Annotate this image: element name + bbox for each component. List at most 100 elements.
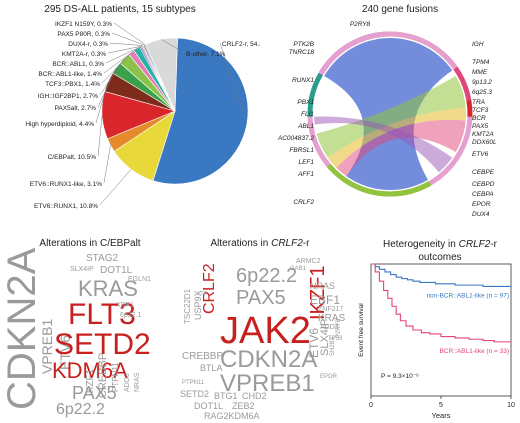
pie-slice-label: TCF3::PBX1, 1.4%	[45, 81, 100, 88]
km-title-line2: outcomes	[418, 252, 462, 263]
word-cloud-word: 6p22.1	[120, 312, 142, 319]
km-title-suffix: -r	[490, 239, 497, 250]
word-cloud-word: 6p22.2	[56, 401, 105, 418]
pie-leader-line	[97, 115, 103, 157]
pie-leader-line	[99, 58, 125, 96]
word-cloud-word: TP53	[328, 336, 343, 342]
km-series-label: non-BCR::ABL1-like (n = 97)	[426, 292, 509, 299]
circos-left-label: PBX1	[297, 99, 314, 106]
word-cloud-word: 6p22.2	[236, 265, 298, 287]
word-cloud-word: SLX4IP	[70, 266, 94, 273]
pie-slice-label: ETV6::RUNX1, 10.8%	[34, 203, 98, 210]
pie-slice-label: IGH::IGF2BP1, 2.7%	[38, 93, 99, 100]
km-x-tick-label: 10	[507, 402, 515, 409]
circos-ribbon	[336, 119, 466, 177]
circos-right-label: TPM4	[472, 59, 490, 66]
pie-slice-label: High hyperdiploid, 4.4%	[25, 121, 94, 128]
circos-right-label: TCF3	[472, 107, 489, 114]
word-cloud-word: BTLA	[200, 363, 223, 373]
word-cloud-word: JAK2	[220, 310, 311, 352]
circos-left-label: CRLF2	[293, 199, 314, 206]
circos-top-label: P2RY8	[350, 21, 371, 28]
word-cloud-word: STAG2	[86, 253, 119, 264]
word-cloud-word: ARMC2	[296, 258, 321, 265]
pie-leader-line	[111, 32, 144, 46]
km-title-line1: Heterogeneity in	[383, 239, 456, 250]
word-cloud-word: EGLN1	[128, 276, 151, 283]
circos-arc	[318, 31, 458, 76]
km-series-line	[371, 263, 512, 344]
pie-slice-label: PAX5alt, 2.7%	[55, 105, 97, 112]
pie-leader-line	[95, 81, 109, 124]
km-x-tick-label: 0	[369, 402, 373, 409]
word-cloud-word: CDKN2A	[0, 247, 44, 410]
pie-slice-label: PAX5 P80R, 0.3%	[57, 31, 110, 38]
pie-leader-line	[99, 169, 132, 206]
word-cloud-word: CDKN2A	[220, 346, 318, 373]
word-cloud-word: EPOR	[320, 374, 338, 380]
word-cloud-word: P2RY8	[336, 319, 342, 338]
pie-slice-label: IKZF1 N159Y, 0.3%	[55, 21, 112, 28]
word-cloud-word: NRAS	[310, 281, 336, 291]
word-cloud-word: KRAS	[318, 313, 346, 324]
pie-leader-line	[161, 39, 185, 54]
circos-right-label: CEBPD	[472, 181, 495, 188]
word-cloud-word: PTPN11	[182, 380, 205, 386]
word-cloud-word: VPREB1	[220, 370, 315, 397]
word-cloud-word: CRLF2	[201, 263, 218, 314]
word-cloud-word: KRAS	[78, 276, 138, 301]
pie-leader-line	[113, 22, 146, 45]
word-cloud-word: CREBBP	[97, 352, 109, 398]
pie-leader-line	[109, 42, 143, 46]
pie-leader-line	[103, 48, 137, 74]
wordcloud2-title-suffix: -r	[302, 238, 310, 249]
word-cloud-word: KDM6A	[52, 358, 128, 383]
km-y-label: Event free survival	[358, 303, 365, 357]
km-title: Heterogeneity in CRLF2-r outcomes	[370, 238, 510, 264]
pie-slice-label: CRLF2-r, 54.2%	[222, 41, 260, 48]
pie-slice-label: B-other, 7.1%	[186, 51, 226, 58]
km-pvalue: P = 9.3×10⁻⁶	[381, 373, 419, 380]
word-cloud-word: FLT3	[68, 298, 136, 331]
circos-title: 240 gene fusions	[361, 4, 439, 15]
pie-slice-label: BCR::ABL1-like, 1.4%	[38, 71, 102, 78]
pie-leader-line	[101, 52, 132, 84]
word-cloud-word: NRAS	[134, 372, 141, 392]
word-cloud-word: DOT1L	[100, 265, 133, 276]
circos-right-label: DUX4	[472, 211, 490, 216]
circos-left-label: FLI1	[301, 111, 314, 118]
word-cloud-word: IKZF1	[85, 368, 96, 396]
circos-left-label: LEF1	[298, 159, 314, 166]
circos-ribbon	[316, 76, 466, 158]
pie-leader-line	[103, 145, 111, 184]
circos-left-label: RUNX1	[292, 77, 314, 84]
circos-arc	[466, 99, 473, 117]
word-cloud-word: PAX5	[72, 383, 117, 403]
wordcloud-cebpalt: CDKN2A VPREB1 ETV6 STAG2 SLX4IP DOT1L EGLN1 KRA…	[0, 248, 175, 420]
circos-right-label: ETV6	[472, 151, 489, 158]
circos-right-label: MME	[472, 69, 488, 76]
word-cloud-word: XBP1	[116, 302, 134, 309]
circos-right-label: IGH	[472, 41, 484, 48]
pie-chart: CRLF2-r, 54.2%ETV6::RUNX1, 10.8% ETV6::RU…	[25, 21, 260, 210]
word-cloud-word: GAB1	[290, 266, 307, 272]
pie-leader-line	[219, 42, 248, 124]
km-series-label: BCR::ABL1-like (n = 33)	[439, 348, 509, 355]
km-x-label: Years	[432, 411, 451, 420]
pie-leader-line	[107, 45, 142, 54]
wordcloud2-title-gene: CRLF2	[271, 238, 303, 249]
circos-left-label: PTK2B	[293, 41, 314, 48]
pie-slice-label: BCR::ABL1, 0.3%	[52, 61, 104, 68]
pie-leader-line	[97, 67, 117, 108]
circos-right-label: EPOR	[472, 201, 491, 208]
circos-right-label: TRA	[472, 99, 485, 106]
word-cloud-word: BTG1	[214, 391, 238, 401]
circos-left-label: AC004837.2	[277, 135, 315, 142]
circos-right-label: 6q25.3	[472, 89, 492, 96]
circos-right-label: CEBPE	[472, 169, 495, 176]
wordcloud-crlf2: 6p22.2 ARMC2 GAB1 PAX5 IKZF1 CRLF2 JAK2 NRAS EBF…	[180, 252, 350, 421]
word-cloud-word: TSC22D1	[183, 288, 192, 324]
circos-right-label: DDX60L	[472, 139, 497, 146]
